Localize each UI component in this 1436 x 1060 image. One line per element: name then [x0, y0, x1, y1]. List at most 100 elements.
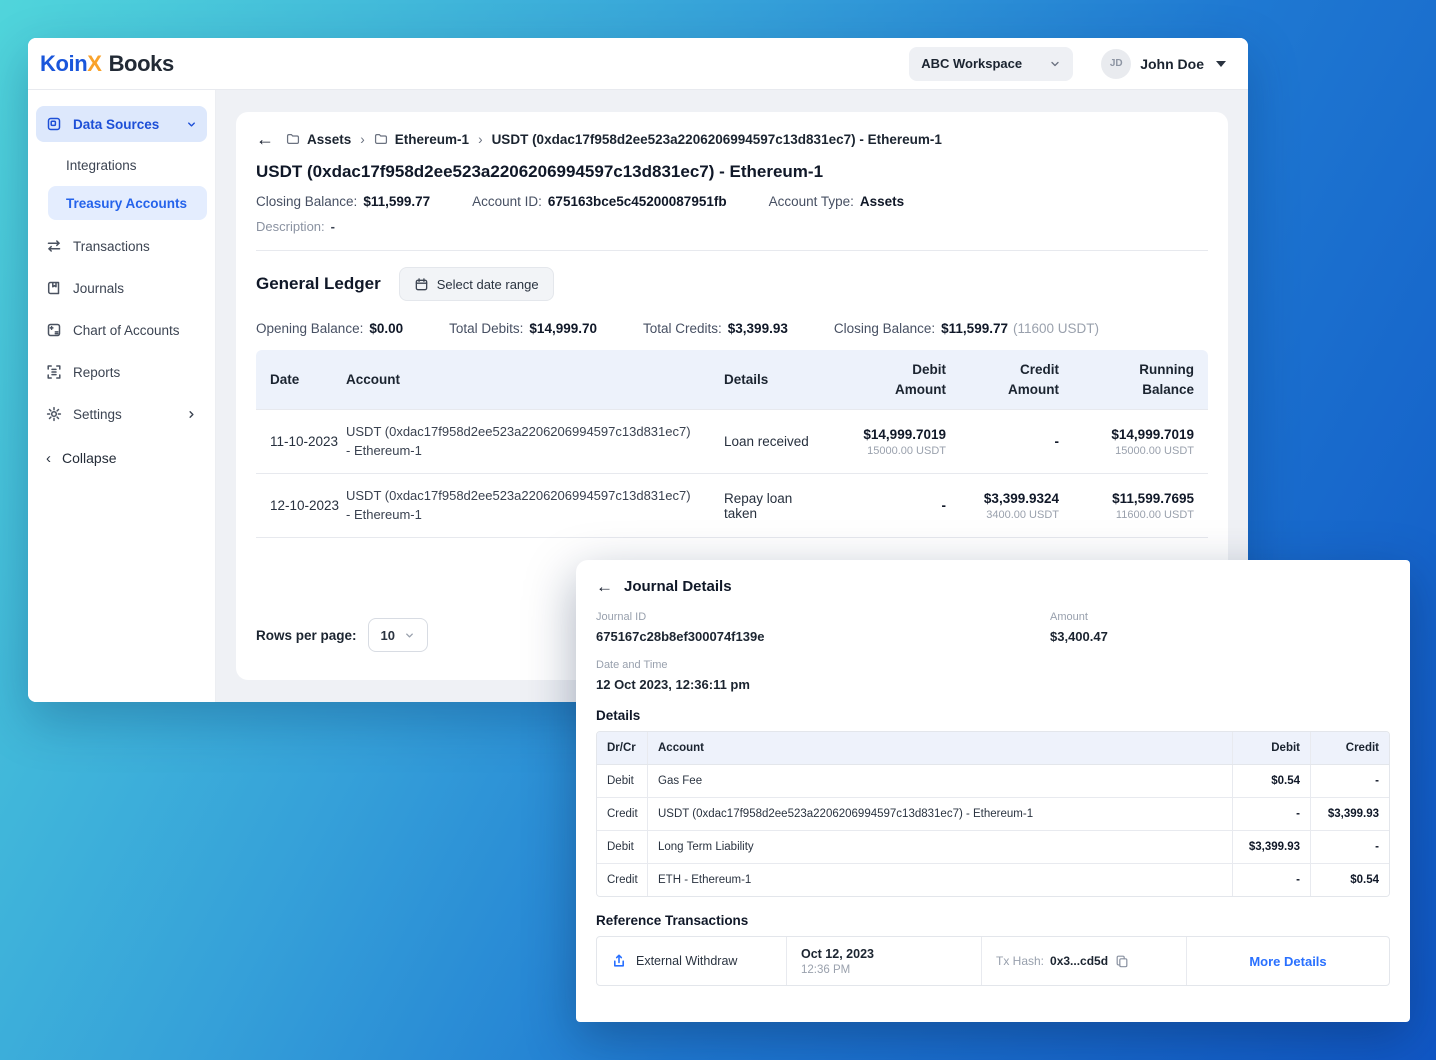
cell-account: USDT (0xdac17f958d2ee523a2206206994597c1… [346, 423, 691, 458]
breadcrumb-current: USDT (0xdac17f958d2ee523a2206206994597c1… [491, 131, 942, 147]
avatar: JD [1101, 48, 1132, 79]
column-debit-amount: Debit Amount [895, 362, 946, 397]
chart-of-accounts-icon [46, 322, 62, 338]
back-arrow-icon[interactable]: ← [596, 577, 613, 596]
journal-id-value: 675167c28b8ef300074f139e [596, 629, 765, 644]
reference-type-label: External Withdraw [636, 954, 738, 968]
column-running-balance: Running Balance [1139, 362, 1194, 397]
chevron-right-icon [186, 409, 197, 420]
table-row[interactable]: 11-10-2023 USDT (0xdac17f958d2ee523a2206… [256, 410, 1208, 475]
back-arrow-icon[interactable]: ← [256, 129, 274, 149]
closing-balance-usdt: (11600 USDT) [1012, 321, 1100, 336]
copy-icon[interactable] [1115, 954, 1129, 968]
transactions-icon [46, 238, 62, 254]
general-ledger-table: Date Account Details Debit Amount Credit… [256, 350, 1208, 539]
account-type-value: Assets [859, 194, 905, 209]
rows-per-page-label: Rows per page: [256, 627, 357, 643]
closing-balance-value: $11,599.77 [363, 194, 431, 209]
ledger-header: General Ledger Select date range [256, 267, 1208, 301]
sidebar-item-label: Reports [73, 364, 121, 380]
divider [256, 250, 1208, 251]
column-date: Date [270, 372, 300, 388]
user-name: John Doe [1140, 55, 1204, 72]
rows-per-page-select[interactable]: 10 [367, 618, 428, 652]
table-row[interactable]: 12-10-2023 USDT (0xdac17f958d2ee523a2206… [256, 474, 1208, 539]
chevron-left-icon: ‹ [46, 449, 51, 467]
journal-details-modal: ← Journal Details Journal ID 675167c28b8… [576, 560, 1410, 1022]
column-debit: Debit [1233, 732, 1311, 764]
sidebar-item-label: Journals [73, 280, 125, 296]
koinx-books-logo: Koin X Books [40, 51, 174, 77]
logo-x: X [87, 50, 102, 76]
data-sources-icon [46, 116, 62, 132]
sidebar-item-data-sources[interactable]: Data Sources [36, 106, 207, 142]
sidebar-item-label: Transactions [73, 238, 150, 254]
modal-title: Journal Details [624, 578, 732, 595]
date-range-label: Select date range [436, 276, 539, 292]
gear-icon [46, 406, 62, 422]
datetime-label: Date and Time [596, 659, 668, 671]
sidebar-item-label: Integrations [66, 157, 137, 173]
breadcrumb-label: Ethereum-1 [394, 131, 470, 147]
modal-header: ← Journal Details [596, 578, 1390, 595]
reference-transactions-title: Reference Transactions [596, 913, 749, 928]
cell-date: 11-10-2023 [270, 434, 339, 450]
sidebar-item-treasury-accounts[interactable]: Treasury Accounts [48, 186, 207, 220]
details-header-row: Dr/Cr Account Debit Credit [597, 732, 1389, 765]
user-caret-down-icon [1216, 60, 1226, 67]
closing-balance-meta: Closing Balance: $11,599.77 [256, 194, 430, 209]
breadcrumb-separator: › [360, 131, 365, 147]
journal-fields: Journal ID 675167c28b8ef300074f139e Amou… [596, 611, 1390, 692]
reference-transaction-row: External Withdraw Oct 12, 2023 12:36 PM … [596, 936, 1390, 986]
more-details-link[interactable]: More Details [1249, 953, 1327, 969]
sidebar-item-settings[interactable]: Settings [36, 396, 207, 432]
amount-value: $3,400.47 [1050, 629, 1108, 644]
account-type-meta: Account Type: Assets [769, 194, 905, 209]
sidebar-item-integrations[interactable]: Integrations [36, 148, 207, 182]
sidebar-item-label: Settings [73, 406, 122, 422]
external-withdraw-icon [611, 953, 627, 969]
cell-running-balance: $11,599.7695 11600.00 USDT [1112, 490, 1194, 521]
sidebar-item-journals[interactable]: Journals [36, 270, 207, 306]
folder-icon [374, 132, 388, 146]
folder-icon [286, 132, 300, 146]
workspace-selector[interactable]: ABC Workspace [909, 46, 1074, 81]
sidebar-collapse-button[interactable]: ‹ Collapse [36, 440, 207, 476]
sidebar-item-reports[interactable]: Reports [36, 354, 207, 390]
details-section-title: Details [596, 708, 641, 723]
sidebar: Data Sources Integrations Treasury Accou… [28, 90, 216, 702]
topbar-right: ABC Workspace JD John Doe [909, 46, 1226, 81]
column-details: Details [724, 372, 769, 388]
account-type-label: Account Type: [768, 194, 854, 209]
journals-icon [46, 280, 62, 296]
logo-books: Books [108, 50, 175, 76]
top-bar: Koin X Books ABC Workspace JD John Doe [28, 38, 1248, 90]
datetime-field: Date and Time 12 Oct 2023, 12:36:11 pm [596, 659, 1050, 692]
cell-debit: $14,999.7019 15000.00 USDT [863, 426, 946, 457]
reference-datetime-cell: Oct 12, 2023 12:36 PM [787, 937, 982, 985]
cell-running-balance: $14,999.7019 15000.00 USDT [1111, 426, 1194, 457]
column-credit: Credit [1345, 742, 1379, 754]
journal-id-field: Journal ID 675167c28b8ef300074f139e [596, 611, 1050, 644]
user-menu[interactable]: JD John Doe [1101, 48, 1226, 79]
select-date-range-button[interactable]: Select date range [398, 267, 554, 301]
cell-debit: - [941, 498, 947, 514]
pagination: Rows per page: 10 [256, 618, 1208, 664]
account-id-meta: Account ID: 675163bce5c45200087951fb [472, 194, 726, 209]
account-meta-row: Closing Balance: $11,599.77 Account ID: 67… [256, 194, 1208, 209]
breadcrumb: ← Assets › Ethereum-1 › [256, 130, 1208, 148]
cell-date: 12-10-2023 [270, 498, 340, 514]
breadcrumb-item-assets[interactable]: Assets [286, 132, 351, 147]
sidebar-item-chart-of-accounts[interactable]: Chart of Accounts [36, 312, 207, 348]
journal-details-table: Dr/Cr Account Debit Credit Debit Gas Fee… [596, 731, 1390, 897]
sidebar-item-transactions[interactable]: Transactions [36, 228, 207, 264]
amount-label: Amount [1050, 611, 1088, 623]
chevron-down-icon [404, 630, 415, 641]
ledger-card: ← Assets › Ethereum-1 › [236, 112, 1228, 680]
closing-balance-stat: Closing Balance: $11,599.77 (11600 USDT) [833, 321, 1100, 336]
breadcrumb-item-ethereum[interactable]: Ethereum-1 [374, 132, 469, 147]
journal-id-label: Journal ID [596, 611, 647, 623]
reports-icon [46, 364, 62, 380]
sidebar-item-label: Data Sources [73, 116, 160, 132]
